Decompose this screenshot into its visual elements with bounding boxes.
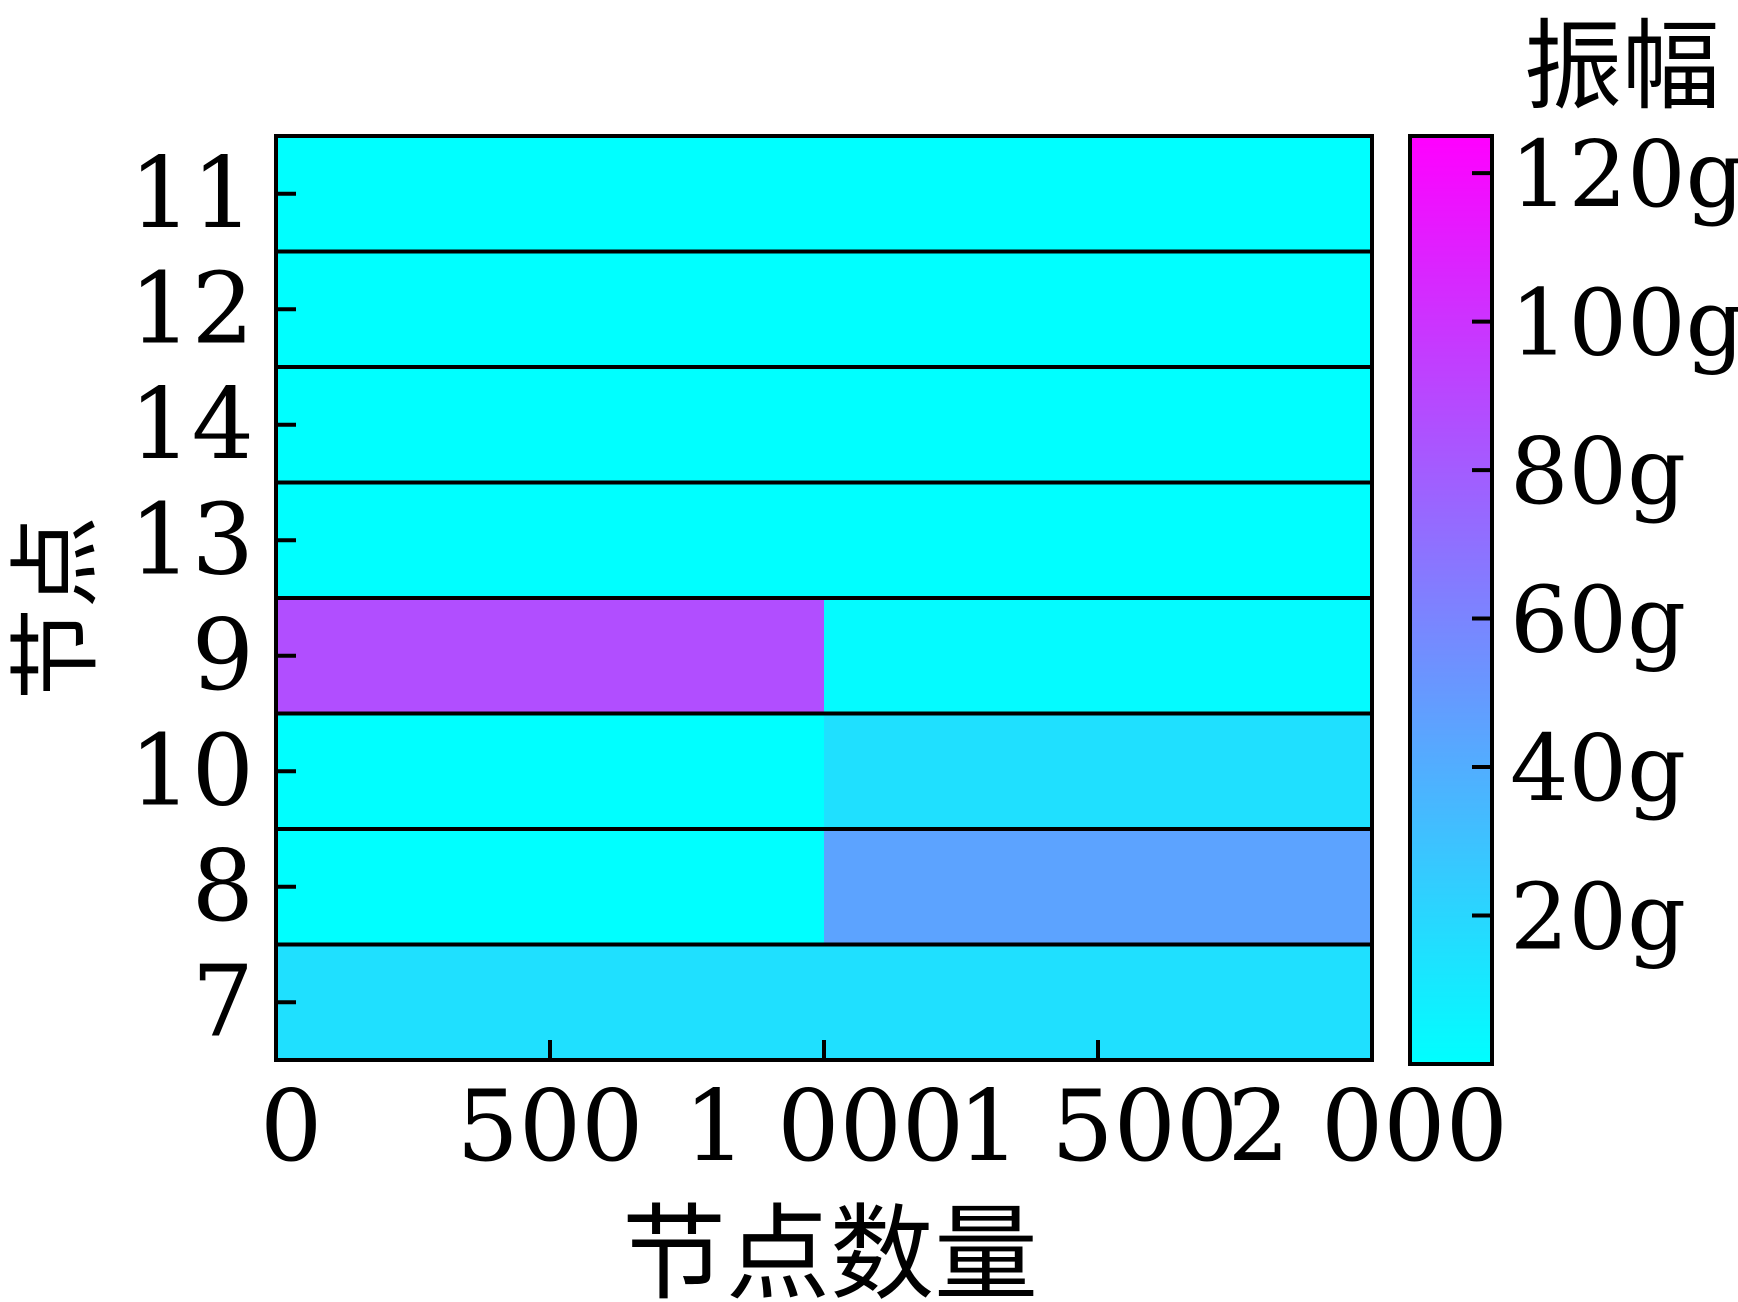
colorbar-gradient [1408,134,1494,1066]
colorbar-tick-label: 40g [1510,715,1686,822]
y-tick-label: 9 [192,599,254,713]
heatmap-cell-row-8-seg-0 [276,829,824,945]
y-tick-label: 10 [129,714,254,828]
heatmap-cell-row-8-seg-1 [824,829,1372,945]
colorbar: 振幅 20g 40g 60g 80g 100g 120g [1408,10,1738,1066]
heatmap-cell-row-9-seg-1 [824,598,1372,714]
colorbar-tick-label: 60g [1510,567,1686,674]
heatmap-cells [276,136,1372,1060]
y-tick-label: 7 [192,945,254,1059]
x-tick-label: 500 [456,1070,643,1184]
x-tick-label: 2 000 [1227,1070,1508,1184]
x-axis-title: 节点数量 [622,1193,1038,1302]
x-tick-label: 0 [260,1070,322,1184]
x-tick-label: 1 000 [684,1070,965,1184]
heatmap-cell-row-14-seg-0 [276,367,1372,483]
colorbar-tick-label: 20g [1510,864,1686,971]
row-separators [276,249,1372,947]
heatmap-cell-row-13-seg-0 [276,482,1372,598]
colorbar-tick-label: 100g [1510,270,1738,377]
y-axis-title: 节点 [3,516,110,700]
y-tick-label: 11 [129,137,254,251]
y-tick-label: 8 [192,830,254,944]
y-tick-label: 13 [129,483,254,597]
colorbar-ticks: 20g 40g 60g 80g 100g 120g [1472,121,1738,971]
heatmap-cell-row-10-seg-1 [824,713,1372,829]
y-tick-label: 12 [129,252,254,366]
heatmap-cell-row-9-seg-0 [276,598,824,714]
y-tick-label: 14 [129,368,254,482]
heatmap-cell-row-12-seg-0 [276,251,1372,367]
colorbar-tick-label: 120g [1510,121,1738,228]
colorbar-title: 振幅 [1524,10,1720,124]
heatmap-cell-row-10-seg-0 [276,713,824,829]
x-tick-label: 1 500 [958,1070,1239,1184]
heatmap-cell-row-11-seg-0 [276,136,1372,252]
colorbar-tick-label: 80g [1510,418,1686,525]
